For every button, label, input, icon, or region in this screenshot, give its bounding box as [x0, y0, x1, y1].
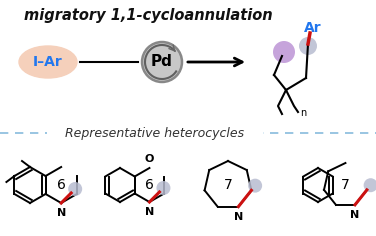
Circle shape	[299, 37, 317, 55]
Circle shape	[156, 181, 170, 195]
Circle shape	[68, 182, 82, 196]
Circle shape	[364, 178, 376, 192]
Circle shape	[248, 179, 262, 193]
Ellipse shape	[19, 46, 77, 78]
Circle shape	[142, 42, 182, 82]
Text: N: N	[234, 212, 243, 222]
Text: N: N	[350, 210, 359, 220]
Text: 7: 7	[224, 178, 232, 192]
Text: 6: 6	[57, 178, 66, 192]
Text: Representative heterocycles: Representative heterocycles	[65, 126, 244, 139]
Text: Ar: Ar	[304, 21, 322, 35]
Circle shape	[273, 41, 295, 63]
Text: n: n	[300, 108, 306, 118]
Text: 7: 7	[341, 178, 350, 192]
Text: N: N	[145, 207, 154, 217]
Text: Pd: Pd	[151, 55, 173, 69]
Text: N: N	[56, 208, 66, 218]
Text: O: O	[145, 154, 154, 164]
Text: I–Ar: I–Ar	[33, 55, 63, 69]
Text: 6: 6	[145, 178, 154, 192]
Text: migratory 1,1-cycloannulation: migratory 1,1-cycloannulation	[24, 8, 272, 23]
